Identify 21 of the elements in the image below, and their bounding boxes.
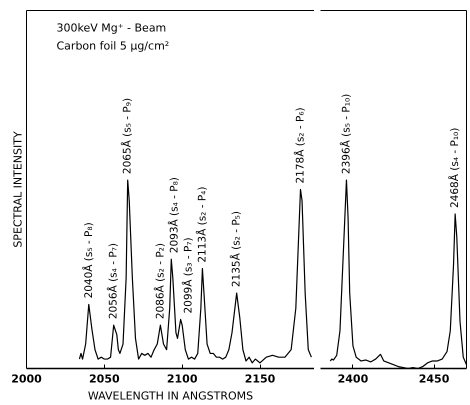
annotation: 2468Å (s₄ - P₁₀) xyxy=(448,128,462,208)
annotation: 2086Å (s₂ - P₂) xyxy=(153,243,166,320)
annotation: 2135Å (s₂ - P₅) xyxy=(230,211,243,288)
x-tick-label: 2150 xyxy=(244,372,276,386)
text: 300keV Mg⁺ - Beam xyxy=(56,22,166,34)
annotation: 2113Å (s₂ - P₄) xyxy=(195,186,208,263)
annotation: 2178Å (s₂ - P₆) xyxy=(293,107,306,184)
text: Carbon foil 5 μg/cm² xyxy=(56,40,170,52)
annotation: 2396Å (s₅ - P₁₀) xyxy=(339,94,352,174)
x-tick-label: 2450 xyxy=(418,372,450,386)
annotation: 2099Å (s₃ - P₇) xyxy=(181,237,194,314)
x-tick-label: 2050 xyxy=(89,372,120,386)
annotation: 2065Å (s₅ - P₉) xyxy=(120,98,134,174)
x-axis-title: WAVELENGTH IN ANGSTROMS xyxy=(88,390,254,402)
x-tick-label: 2000 xyxy=(11,372,42,386)
annotation: 2040Å (s₅ - P₈) xyxy=(82,222,95,298)
annotation: 2093Å (s₄ - P₈) xyxy=(167,177,180,254)
x-tick-label: 2400 xyxy=(338,372,369,386)
annotation: 2056Å (s₄ - P₇) xyxy=(106,243,120,320)
y-axis-title: SPECTRAL INTENSITY xyxy=(12,131,24,248)
x-tick-label: 2100 xyxy=(166,372,198,386)
